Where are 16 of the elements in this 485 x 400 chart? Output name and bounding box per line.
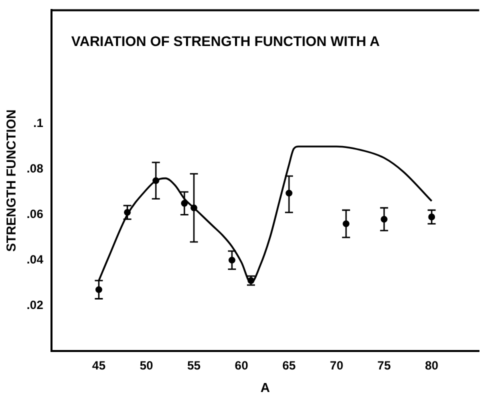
- y-tick-label: .1: [33, 116, 44, 130]
- y-tick-label: .08: [26, 162, 44, 176]
- x-axis-title: A: [260, 380, 271, 395]
- x-tick-label: 80: [424, 358, 439, 373]
- x-tick-label: 55: [187, 358, 201, 373]
- y-tick-label: .06: [26, 206, 44, 221]
- y-tick-label: .02: [26, 298, 44, 312]
- y-tick-label: .04: [26, 252, 44, 266]
- text: VARIATION OF STRENGTH FUNCTION WITH A: [71, 33, 380, 50]
- x-tick-label: 45: [92, 358, 106, 373]
- y-axis-title: STRENGTH FUNCTION: [3, 109, 18, 252]
- x-tick-label: 70: [330, 358, 344, 373]
- x-tick-label: 50: [140, 358, 154, 373]
- x-tick-label: 75: [377, 358, 392, 373]
- x-tick-label: 60: [234, 358, 248, 373]
- x-tick-label: 65: [282, 358, 296, 373]
